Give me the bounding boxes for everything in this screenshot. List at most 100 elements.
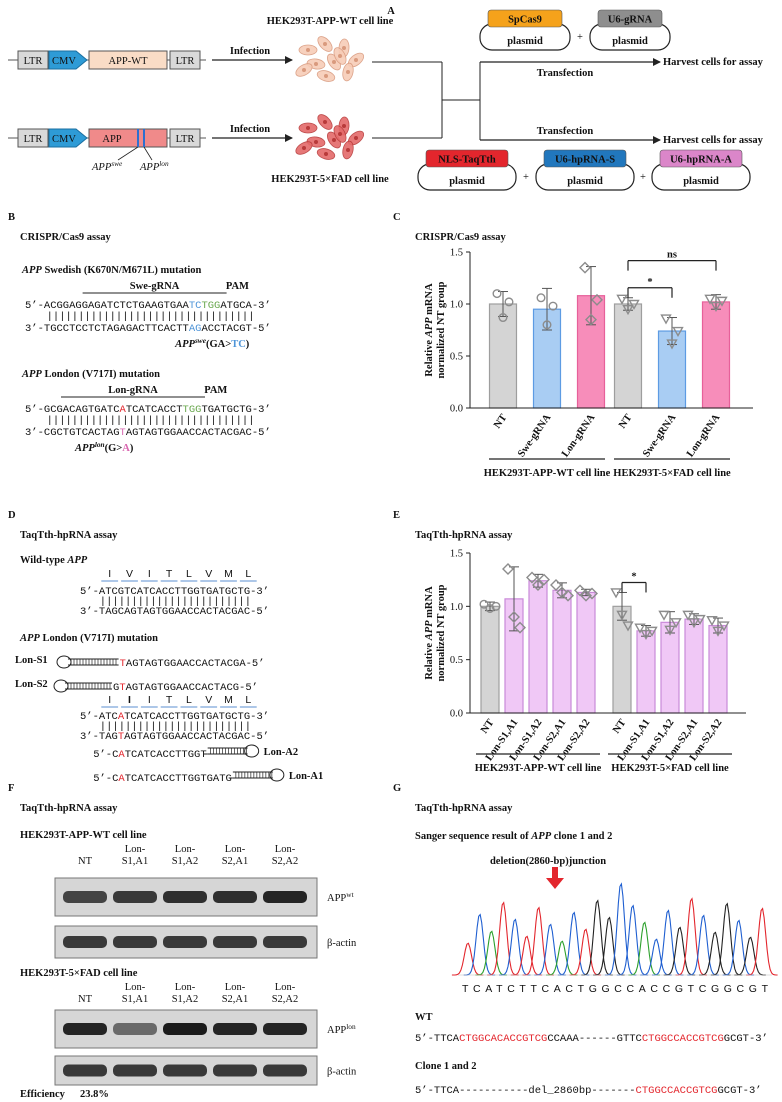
data-point <box>548 301 558 311</box>
y-tick-label: 0.5 <box>450 655 463 666</box>
chromatogram-peak <box>581 899 613 976</box>
data-point <box>718 621 730 632</box>
chromatogram-peak <box>487 901 519 976</box>
hairpin-loop <box>56 655 72 669</box>
label: Infection <box>230 124 270 135</box>
label: LTR <box>24 134 43 145</box>
label: plasmid <box>507 36 543 47</box>
band <box>263 936 307 948</box>
cell-nucleus <box>346 70 350 74</box>
data-point <box>485 603 495 613</box>
amino-acid: V <box>126 568 133 580</box>
x-tick-label: NT <box>611 717 628 735</box>
text-run: 5’-ATCGTCATCACCTTGGTGATGCTG-3’ <box>80 586 269 598</box>
data-point <box>586 587 598 600</box>
text-run: mRNA <box>424 586 435 621</box>
construct-box <box>169 50 201 70</box>
construct-box <box>169 128 201 148</box>
cell-nucleus <box>302 146 306 150</box>
lane-label: S1,A1 <box>122 856 149 867</box>
text-run: 3’-CGCTGTCACTAG <box>25 427 120 439</box>
hairpin-loop <box>244 744 260 758</box>
text-run: APP <box>424 620 435 641</box>
data-point <box>580 589 592 602</box>
cell-nucleus <box>354 58 358 62</box>
y-tick-label: 0.0 <box>450 709 463 720</box>
chromatogram-peak <box>628 921 660 976</box>
text-run: APP <box>21 265 42 276</box>
text-run: CTGGCACACCGTCG <box>459 1033 547 1045</box>
data-point <box>660 314 672 325</box>
text-run: A <box>118 773 125 785</box>
chromatogram-peak <box>746 907 778 976</box>
chromatogram-peak <box>734 936 766 976</box>
amino-acid: M <box>224 568 233 580</box>
text-run: 5’-C <box>93 773 118 785</box>
guide-name: Lon-S1 <box>15 655 48 666</box>
text-run: 5’-TTCA-----------del_2860bp------- <box>415 1085 636 1097</box>
bar <box>613 303 643 409</box>
data-point <box>579 261 591 274</box>
band <box>63 1064 107 1077</box>
lane-label: Lon- <box>225 844 246 855</box>
text-run: (GA> <box>206 339 231 350</box>
label: LTR <box>176 134 195 145</box>
band <box>263 1064 307 1077</box>
band <box>113 936 157 948</box>
label: plasmid <box>567 176 603 187</box>
lane-label: Lon- <box>125 844 146 855</box>
text-run: clone 1 and 2 <box>551 831 612 842</box>
construct-box <box>88 128 168 148</box>
text-run: T <box>120 427 126 439</box>
label: Infection <box>230 46 270 57</box>
text-run: lon <box>346 1022 356 1031</box>
chromatogram-peak <box>593 916 625 976</box>
sequence: 5’-ATCGTCATCACCTTGGTGATGCTG-3’ <box>80 586 269 598</box>
band <box>113 1064 157 1077</box>
band <box>213 936 257 948</box>
guide-name: Lon-A2 <box>264 747 298 758</box>
data-point <box>622 621 634 632</box>
lane-label: Lon- <box>125 982 146 993</box>
y-tick-label: 1.0 <box>450 602 463 613</box>
text-run: ATGCA-3’ <box>220 300 270 312</box>
data-point <box>628 299 640 310</box>
blot-target: β-actin <box>327 1067 357 1078</box>
y-tick-label: 1.5 <box>450 248 463 259</box>
guide-name: Lon-A1 <box>289 771 323 782</box>
cell-line-label: HEK293T-APP-WT cell line <box>267 16 394 27</box>
bar <box>684 618 704 714</box>
cell-nucleus <box>342 46 346 50</box>
label: plasmid <box>612 36 648 47</box>
y-tick-label: 0.0 <box>450 404 463 415</box>
band <box>63 891 107 903</box>
data-point <box>479 599 489 609</box>
lane-label: Lon- <box>175 844 196 855</box>
label: Harvest cells for assay <box>663 57 764 68</box>
text-run: β-actin <box>327 1067 357 1078</box>
text-run: AGTAGTGGAACCACTACGAC-5’ <box>124 731 269 743</box>
text-run: CCAAA------GTTC <box>547 1033 642 1045</box>
amino-acid: V <box>205 694 212 706</box>
efficiency-label: Efficiency <box>20 1089 66 1100</box>
data-point <box>658 610 670 621</box>
data-point <box>504 297 514 307</box>
text-run: TGATGCTG-3’ <box>201 404 270 416</box>
plasmid-tab <box>659 149 743 168</box>
text-run: wt <box>346 890 353 899</box>
text-run: ACCTACGT-5’ <box>201 323 270 335</box>
data-point <box>682 610 694 621</box>
text-run: TGG <box>183 404 202 416</box>
chromatogram-peak <box>699 931 731 976</box>
amino-acid: L <box>245 568 251 580</box>
chromatogram-peak <box>546 940 578 976</box>
data-point <box>664 625 676 636</box>
bar <box>480 605 500 714</box>
bar <box>660 621 680 714</box>
label: APP <box>102 134 121 145</box>
lane-label: Lon- <box>275 844 296 855</box>
cell-nucleus <box>323 42 327 46</box>
chromatogram-peak <box>475 930 507 976</box>
text-run: Relative <box>424 337 435 376</box>
text-run: A <box>118 711 125 723</box>
